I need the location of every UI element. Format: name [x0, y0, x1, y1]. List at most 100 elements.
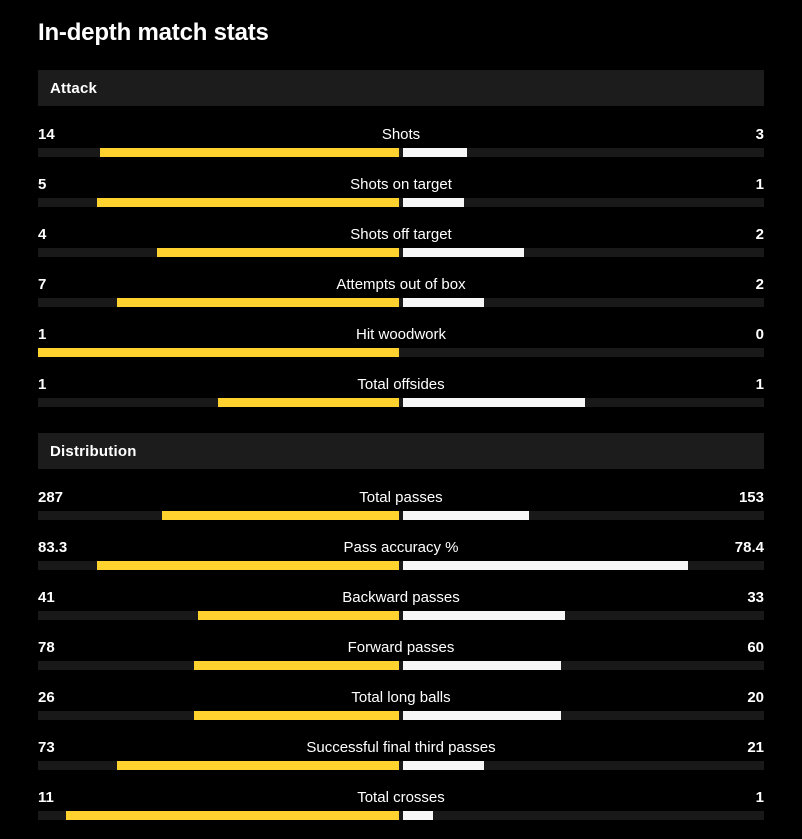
stat-row: 83.3 Pass accuracy % 78.4: [38, 540, 764, 570]
stat-label: Attempts out of box: [336, 276, 466, 293]
away-bar-fill: [403, 711, 561, 720]
stat-bar: [38, 298, 764, 307]
away-bar-track: [401, 561, 764, 570]
home-bar-fill: [197, 611, 399, 620]
home-bar-track: [38, 711, 401, 720]
away-bar-fill: [403, 511, 530, 520]
away-bar-track: [401, 811, 764, 820]
stat-label: Shots on target: [350, 176, 452, 193]
away-value: 2: [755, 226, 764, 243]
stat-bar: [38, 248, 764, 257]
away-bar-track: [401, 198, 764, 207]
stat-row: 73 Successful final third passes 21: [38, 740, 764, 770]
home-bar-fill: [193, 711, 399, 720]
stat-line: 11 Total crosses 1: [38, 790, 764, 806]
home-value: 5: [38, 176, 47, 193]
section-title: Distribution: [50, 442, 137, 460]
home-bar-track: [38, 661, 401, 670]
away-value: 1: [755, 176, 764, 193]
away-bar-fill: [403, 198, 464, 207]
home-bar-fill: [162, 511, 399, 520]
home-bar-track: [38, 561, 401, 570]
stat-row: 41 Backward passes 33: [38, 590, 764, 620]
stat-bar: [38, 711, 764, 720]
section-title: Attack: [50, 79, 98, 97]
away-bar-fill: [403, 248, 524, 257]
stat-line: 41 Backward passes 33: [38, 590, 764, 606]
stat-label: Pass accuracy %: [343, 539, 459, 556]
stat-row: 287 Total passes 153: [38, 490, 764, 520]
home-bar-track: [38, 148, 401, 157]
home-value: 1: [38, 326, 47, 343]
away-bar-track: [401, 398, 764, 407]
stat-line: 5 Shots on target 1: [38, 177, 764, 193]
home-value: 83.3: [38, 539, 68, 556]
stat-line: 83.3 Pass accuracy % 78.4: [38, 540, 764, 556]
home-bar-fill: [217, 398, 399, 407]
stat-bar: [38, 148, 764, 157]
away-bar-track: [401, 148, 764, 157]
away-value: 33: [747, 589, 764, 606]
section-distribution: Distribution 287 Total passes 153 83.3 P…: [38, 433, 764, 820]
stat-label: Successful final third passes: [306, 739, 496, 756]
home-bar-track: [38, 811, 401, 820]
home-value: 14: [38, 126, 55, 143]
stat-label: Forward passes: [347, 639, 455, 656]
home-value: 26: [38, 689, 55, 706]
home-value: 11: [38, 789, 54, 806]
section-header: Attack: [38, 70, 764, 106]
away-value: 1: [755, 789, 764, 806]
stat-label: Shots: [381, 126, 421, 143]
home-bar-track: [38, 761, 401, 770]
stat-label: Shots off target: [350, 226, 452, 243]
away-bar-track: [401, 611, 764, 620]
away-bar-track: [401, 711, 764, 720]
away-bar-track: [401, 661, 764, 670]
section-rows: 287 Total passes 153 83.3 Pass accuracy …: [38, 490, 764, 820]
away-bar-fill: [403, 561, 688, 570]
stat-bar: [38, 198, 764, 207]
stat-row: 26 Total long balls 20: [38, 690, 764, 720]
home-bar-track: [38, 611, 401, 620]
stats-sections: Attack 14 Shots 3 5 Shots on target 1: [38, 70, 764, 820]
home-bar-fill: [116, 761, 399, 770]
stat-bar: [38, 511, 764, 520]
stat-line: 78 Forward passes 60: [38, 640, 764, 656]
stat-label: Hit woodwork: [355, 326, 447, 343]
away-value: 0: [755, 326, 764, 343]
away-bar-track: [401, 511, 764, 520]
stat-bar: [38, 561, 764, 570]
away-bar-fill: [403, 398, 585, 407]
away-bar-fill: [403, 811, 434, 820]
home-value: 41: [38, 589, 55, 606]
home-bar-fill: [193, 661, 399, 670]
away-bar-fill: [403, 611, 565, 620]
stat-label: Total long balls: [351, 689, 451, 706]
away-bar-fill: [403, 661, 561, 670]
home-value: 73: [38, 739, 55, 756]
home-bar-track: [38, 198, 401, 207]
stat-line: 26 Total long balls 20: [38, 690, 764, 706]
home-value: 78: [38, 639, 55, 656]
away-value: 78.4: [734, 539, 764, 556]
stat-row: 14 Shots 3: [38, 127, 764, 157]
home-bar-fill: [38, 348, 399, 357]
home-bar-fill: [156, 248, 399, 257]
home-bar-fill: [96, 561, 399, 570]
away-bar-track: [401, 248, 764, 257]
home-bar-fill: [99, 148, 399, 157]
stat-line: 7 Attempts out of box 2: [38, 277, 764, 293]
stat-label: Backward passes: [342, 589, 460, 606]
stat-bar: [38, 348, 764, 357]
home-bar-track: [38, 298, 401, 307]
stat-row: 5 Shots on target 1: [38, 177, 764, 207]
home-bar-track: [38, 348, 401, 357]
stat-line: 73 Successful final third passes 21: [38, 740, 764, 756]
stat-row: 4 Shots off target 2: [38, 227, 764, 257]
section-rows: 14 Shots 3 5 Shots on target 1: [38, 127, 764, 407]
stat-row: 1 Total offsides 1: [38, 377, 764, 407]
away-bar-fill: [403, 761, 484, 770]
home-value: 7: [38, 276, 47, 293]
stat-line: 287 Total passes 153: [38, 490, 764, 506]
